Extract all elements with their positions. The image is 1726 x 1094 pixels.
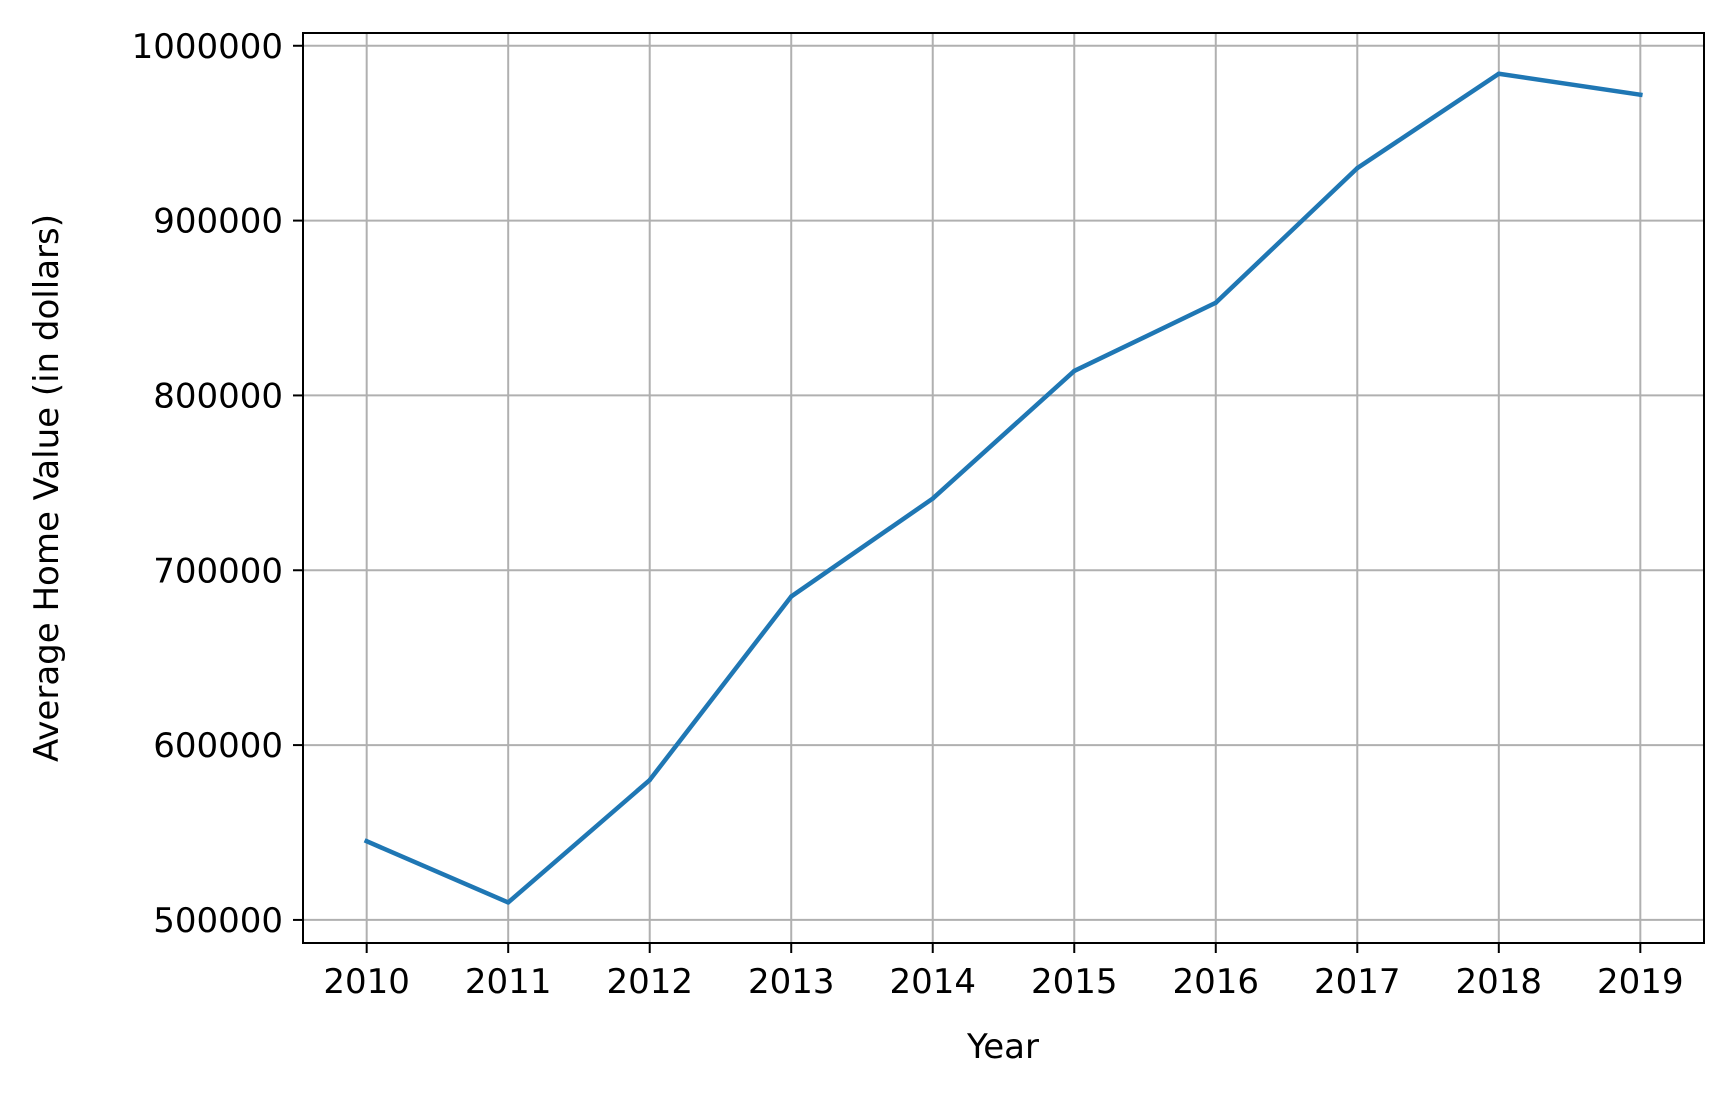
x-tick-label: 2013	[748, 962, 835, 1002]
data-point	[364, 839, 369, 844]
data-point	[1072, 368, 1077, 374]
y-tick-label: 700000	[153, 551, 283, 591]
data-point	[930, 496, 935, 501]
y-tick-label: 900000	[153, 202, 283, 242]
x-tick-label: 2019	[1597, 962, 1684, 1002]
y-axis-label: Average Home Value (in dollars)	[27, 214, 67, 762]
y-tick-label: 1000000	[132, 27, 283, 67]
data-point	[1213, 300, 1218, 305]
data-point	[789, 594, 794, 599]
x-tick-label: 2017	[1314, 962, 1401, 1002]
y-tick-label: 600000	[153, 726, 283, 766]
y-tick-label: 500000	[153, 901, 283, 941]
plot-frame	[302, 32, 1705, 944]
x-tick-label: 2016	[1173, 962, 1260, 1002]
x-axis-label: Year	[966, 1027, 1039, 1067]
plot-background	[303, 33, 1704, 943]
y-tick-label: 800000	[153, 376, 283, 416]
x-tick-label: 2015	[1031, 962, 1118, 1002]
x-tick-label: 2011	[465, 962, 552, 1002]
data-point	[1638, 92, 1643, 97]
data-point	[1355, 165, 1360, 171]
grid	[303, 33, 1704, 943]
data-point	[505, 900, 511, 905]
x-tick-label: 2014	[889, 962, 976, 1002]
ticks: 2010 2011 2012 2013 2014 2015 2016 2017 2018 2019…	[132, 27, 1684, 1002]
x-tick-label: 2018	[1456, 962, 1543, 1002]
series-line	[363, 71, 1643, 905]
series-layer	[363, 71, 1643, 905]
data-point	[1496, 71, 1502, 76]
x-tick-label: 2010	[323, 962, 410, 1002]
data-point	[647, 777, 652, 783]
x-tick-label: 2012	[606, 962, 693, 1002]
